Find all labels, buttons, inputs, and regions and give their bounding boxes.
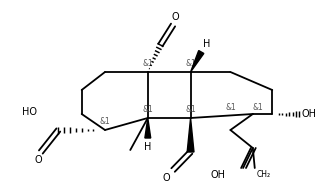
- Text: H: H: [203, 39, 211, 49]
- Text: O: O: [171, 12, 179, 22]
- Text: &1: &1: [185, 59, 196, 68]
- Text: &1: &1: [142, 105, 153, 114]
- Text: H: H: [144, 142, 151, 152]
- Text: &1: &1: [100, 118, 110, 127]
- Text: &1: &1: [142, 59, 153, 68]
- Text: &1: &1: [252, 103, 263, 112]
- Text: O: O: [34, 155, 42, 165]
- Polygon shape: [187, 118, 194, 152]
- Text: OH: OH: [210, 170, 225, 180]
- Text: OH: OH: [301, 109, 316, 119]
- Text: O: O: [162, 173, 170, 183]
- Polygon shape: [190, 51, 204, 72]
- Polygon shape: [145, 118, 151, 138]
- Text: HO: HO: [22, 107, 37, 117]
- Text: CH₂: CH₂: [257, 170, 271, 179]
- Text: &1: &1: [225, 103, 236, 112]
- Text: &1: &1: [185, 105, 196, 114]
